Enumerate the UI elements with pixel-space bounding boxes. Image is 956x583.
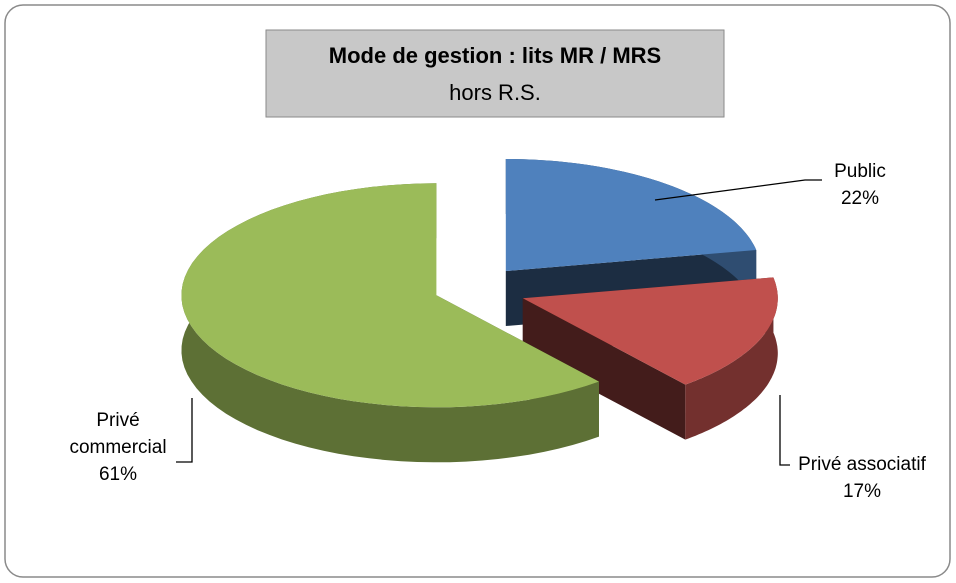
- pie: [181, 159, 778, 463]
- leader-line: [779, 395, 790, 466]
- chart-subtitle: hors R.S.: [449, 80, 541, 105]
- slice-side: [522, 298, 686, 440]
- leader-line: [176, 398, 193, 463]
- data-label-value: 61%: [98, 464, 138, 485]
- data-label-value: 17%: [842, 481, 882, 502]
- slice: [181, 183, 599, 408]
- title-box: [265, 29, 725, 118]
- leader-line: [654, 179, 822, 201]
- chart-border: [4, 4, 951, 578]
- data-label-category: Privé commercial: [69, 410, 167, 458]
- slice: [505, 159, 757, 271]
- data-label-value: 22%: [840, 188, 880, 209]
- slice-wall: [685, 277, 778, 440]
- data-label-category: Privé associatif: [798, 454, 926, 475]
- slice: [522, 277, 778, 385]
- data-label-category: Public: [834, 161, 886, 182]
- chart-title: Mode de gestion : lits MR / MRS: [329, 43, 661, 68]
